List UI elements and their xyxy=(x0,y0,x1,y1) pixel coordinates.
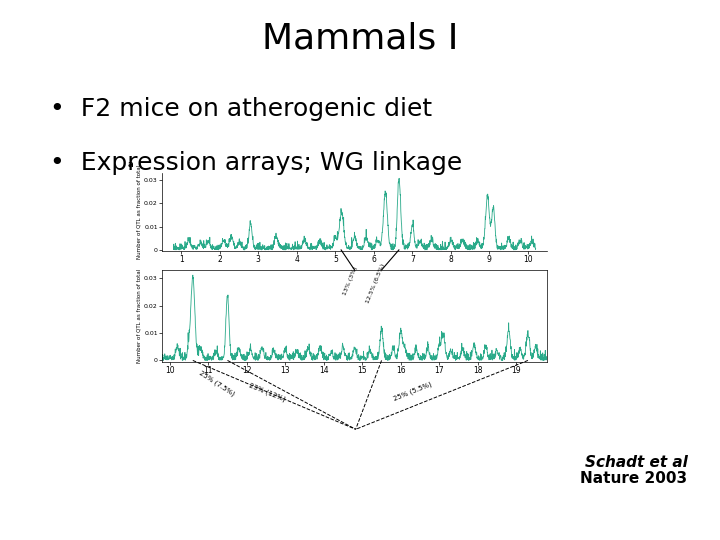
Text: Schadt et al: Schadt et al xyxy=(585,455,688,470)
Text: a: a xyxy=(127,159,133,168)
Y-axis label: Number of QTL as fraction of total: Number of QTL as fraction of total xyxy=(136,269,141,363)
Text: 25% (5.5%): 25% (5.5%) xyxy=(392,381,433,402)
Text: Nature 2003: Nature 2003 xyxy=(580,471,688,486)
Text: 12.5% (6.5%): 12.5% (6.5%) xyxy=(366,263,386,304)
Text: 25% (7.5%): 25% (7.5%) xyxy=(198,369,236,397)
Text: •  Expression arrays; WG linkage: • Expression arrays; WG linkage xyxy=(50,151,463,175)
Y-axis label: Number of QTL as fraction of total: Number of QTL as fraction of total xyxy=(136,165,141,259)
Text: Mouse chromosomes 1–19: Mouse chromosomes 1–19 xyxy=(200,281,294,287)
Text: 23% (12%): 23% (12%) xyxy=(248,382,287,403)
Text: Mammals I: Mammals I xyxy=(262,22,458,56)
Text: •  F2 mice on atherogenic diet: • F2 mice on atherogenic diet xyxy=(50,97,433,121)
Text: 13% (3%): 13% (3%) xyxy=(343,265,359,296)
